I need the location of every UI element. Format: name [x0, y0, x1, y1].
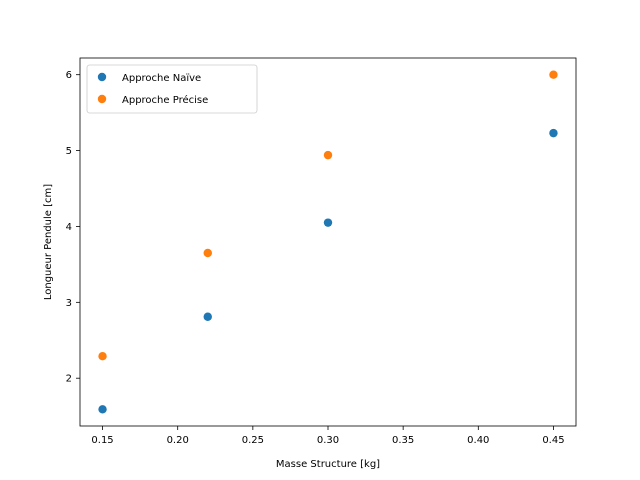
y-tick-label: 5 [66, 146, 72, 157]
data-point-series-2 [323, 150, 333, 160]
legend: Approche Naïve Approche Précise [86, 64, 258, 114]
x-tick-label: 0.40 [467, 435, 489, 446]
data-point-series-1 [549, 128, 558, 138]
data-points [98, 70, 558, 414]
legend-marker [97, 72, 107, 82]
x-tick-label: 0.15 [91, 435, 113, 446]
x-tick-label: 0.30 [317, 435, 339, 446]
x-tick-label: 0.35 [392, 435, 414, 446]
data-point-series-1 [203, 312, 212, 321]
data-point-series-2 [98, 351, 107, 361]
data-point-series-2 [203, 248, 212, 258]
legend-marker [97, 94, 107, 104]
x-tick-label: 0.45 [542, 435, 564, 446]
y-tick-label: 6 [66, 70, 72, 81]
legend-label: Approche Naïve [122, 73, 201, 84]
x-axis: 0.15 0.20 0.25 0.30 0.35 0.40 0.45 [91, 426, 565, 446]
y-tick-label: 3 [66, 298, 72, 309]
y-tick-label: 4 [66, 222, 72, 233]
x-tick-label: 0.25 [242, 435, 264, 446]
y-axis: 2 3 4 5 6 [66, 70, 80, 385]
legend-box [86, 64, 258, 114]
legend-label: Approche Précise [122, 94, 208, 106]
data-point-series-1 [323, 218, 333, 227]
data-point-series-2 [549, 70, 558, 79]
x-axis-label: Masse Structure [kg] [276, 459, 380, 470]
x-tick-label: 0.20 [167, 435, 189, 446]
y-axis-label: Longueur Pendule [cm] [43, 184, 54, 300]
data-point-series-1 [98, 405, 107, 414]
y-tick-label: 2 [66, 374, 72, 385]
